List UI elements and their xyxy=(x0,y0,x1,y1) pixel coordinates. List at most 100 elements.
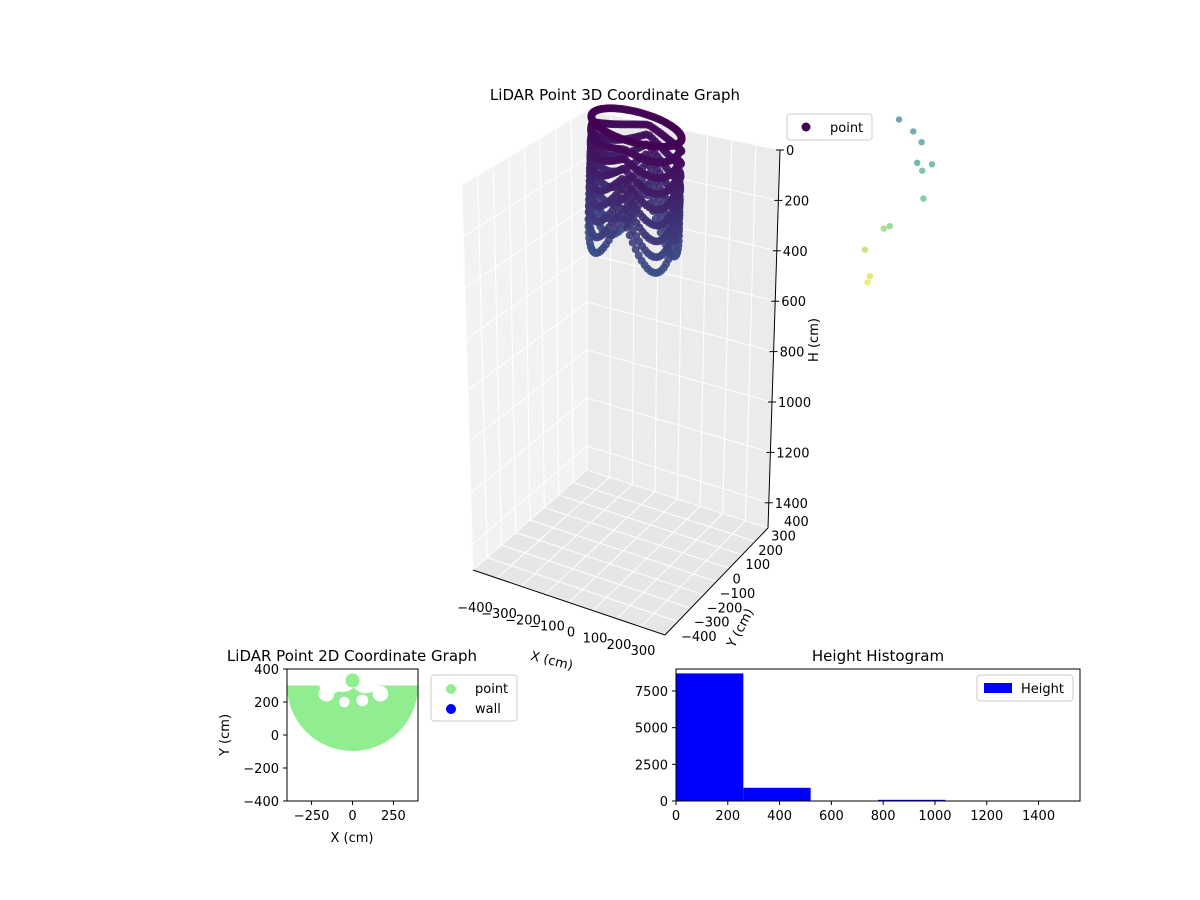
grid-line xyxy=(469,349,773,443)
grid-line xyxy=(471,445,769,545)
grid-line xyxy=(586,469,769,529)
x-tick-label: 0 xyxy=(567,626,575,641)
point-3d xyxy=(669,236,678,245)
x-tick-label: 200 xyxy=(715,809,740,824)
point-3d xyxy=(920,195,927,202)
legend-hist: Height xyxy=(976,674,1074,702)
chart-3d-title: LiDAR Point 3D Coordinate Graph xyxy=(490,86,740,104)
legend-3d-label: point xyxy=(830,121,863,136)
z-tick-label: 1400 xyxy=(775,497,808,512)
legend-3d-box xyxy=(786,113,873,141)
point-3d xyxy=(919,167,926,174)
point-3d xyxy=(918,139,925,146)
points-2d xyxy=(287,669,418,751)
histogram-bars xyxy=(676,673,946,801)
gap-region xyxy=(372,685,389,702)
x-tick-label: −200 xyxy=(505,613,541,628)
point-3d xyxy=(675,139,684,148)
grid-line xyxy=(570,119,574,483)
grid-line xyxy=(568,498,678,603)
z-tick-label: 1200 xyxy=(776,446,809,461)
grid-line xyxy=(470,397,771,494)
grid-line xyxy=(558,494,743,556)
y-tick-label: 200 xyxy=(254,696,279,711)
x-tick-label: −400 xyxy=(457,601,493,616)
point-3d xyxy=(613,220,622,229)
axis-ticks-3d: 0200400600800100012001400−400−300−200−10… xyxy=(457,144,811,659)
legend-hist-label: Height xyxy=(1021,682,1064,697)
y-tick-label: 5000 xyxy=(635,722,668,737)
grid-line xyxy=(508,156,517,533)
point-3d xyxy=(631,245,640,254)
x-tick-label: 250 xyxy=(381,809,406,824)
grid-line xyxy=(722,139,733,514)
grid-line xyxy=(539,138,545,508)
point-3d xyxy=(914,159,921,166)
grid-line xyxy=(492,166,502,546)
x-tick-label: 1000 xyxy=(918,809,951,824)
y-tick-label: 300 xyxy=(771,529,796,544)
z-axis-label-3d: H (cm) xyxy=(807,318,822,362)
grid-line xyxy=(592,505,701,611)
y-tick-label: 2500 xyxy=(635,758,668,773)
y-axis-label-2d: Y (cm) xyxy=(218,714,233,757)
point-3d xyxy=(628,238,637,247)
gap-region xyxy=(365,669,389,685)
gap-region xyxy=(356,694,369,707)
point-3d xyxy=(895,116,903,123)
y-tick-label: −400 xyxy=(681,630,717,645)
point-3d xyxy=(674,159,683,168)
z-tick-label: 200 xyxy=(784,194,809,209)
point-3d xyxy=(673,211,682,220)
histogram-bar xyxy=(878,799,946,801)
grid-line xyxy=(744,144,757,521)
y-tick-label: 400 xyxy=(254,663,279,678)
point-3d xyxy=(668,243,677,252)
axis-ticks-hist: 0 200 400 600 800 1000 1200 1400 0 2500 5000 7500 xyxy=(635,685,1055,824)
x-tick-label: 0 xyxy=(348,809,356,824)
grid-line xyxy=(524,147,531,521)
legend-2d: point wall xyxy=(430,674,518,722)
point-3d xyxy=(626,219,635,228)
histogram-bar xyxy=(676,673,744,801)
plot-frame-hist xyxy=(675,668,1081,802)
x-tick-label: 0 xyxy=(672,809,680,824)
y-tick-label: −200 xyxy=(707,601,743,616)
x-tick-label: −100 xyxy=(529,619,565,634)
y-axis-line xyxy=(664,527,769,636)
z-tick-label: 400 xyxy=(783,245,808,260)
grid-line xyxy=(477,175,488,558)
grid-line xyxy=(544,507,730,569)
z-tick-label: 800 xyxy=(780,346,805,361)
chart-3d: 0200400600800100012001400−400−300−200−10… xyxy=(457,86,936,674)
point-3d xyxy=(666,249,675,258)
chart-2d-title: LiDAR Point 2D Coordinate Graph xyxy=(227,647,477,665)
x-tick-label: 400 xyxy=(767,809,792,824)
axis-ticks-2d: −250 0 250 400 200 0 −200 −400 xyxy=(243,663,406,824)
grid-line xyxy=(555,128,559,496)
x-tick-label: 600 xyxy=(819,809,844,824)
grid-line xyxy=(616,513,724,620)
point-cloud-2d xyxy=(287,669,418,751)
legend-hist-swatch xyxy=(984,683,1012,693)
y-tick-label: 0 xyxy=(271,729,279,744)
y-tick-label: 0 xyxy=(660,795,668,810)
x-tick-label: 100 xyxy=(583,632,608,647)
legend-3d: point xyxy=(786,113,873,141)
gap-region xyxy=(339,696,350,708)
point-3d xyxy=(673,201,682,210)
grid-line xyxy=(466,253,776,340)
grid-3d xyxy=(461,109,781,636)
x-axis-label-2d: X (cm) xyxy=(331,831,374,846)
z-tick-label: 0 xyxy=(786,144,794,159)
point-cluster xyxy=(345,673,360,688)
point-3d xyxy=(674,170,683,179)
x-axis-label-3d: X (cm) xyxy=(529,649,574,674)
y-tick-label: −200 xyxy=(243,762,279,777)
x-axis-line xyxy=(472,569,666,636)
z-tick-label: 600 xyxy=(781,295,806,310)
point-3d xyxy=(861,246,869,253)
grid-line xyxy=(699,134,709,507)
x-tick-label: 800 xyxy=(871,809,896,824)
